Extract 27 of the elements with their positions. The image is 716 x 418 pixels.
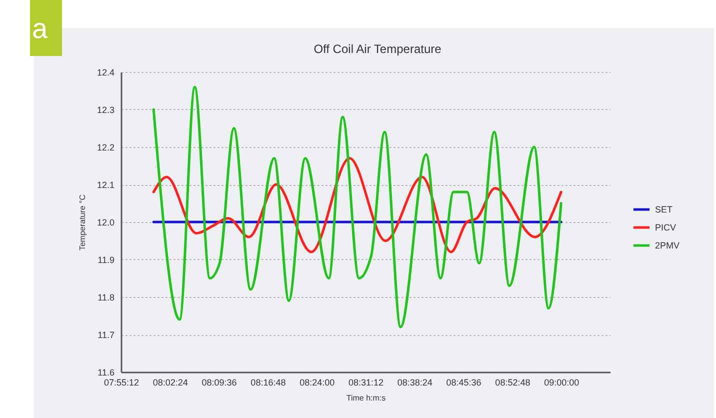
y-tick-label: 11.7 — [98, 330, 114, 340]
x-tick-label: 08:31:12 — [348, 378, 384, 388]
x-tick-label: 07:55:12 — [104, 378, 140, 388]
y-tick-label: 11.9 — [98, 255, 114, 265]
y-tick-label: 12.3 — [96, 105, 114, 115]
legend-label: SET — [655, 204, 674, 214]
y-tick-label: 12.4 — [96, 68, 114, 78]
x-tick-label: 08:45:36 — [446, 378, 482, 388]
x-tick-label: 09:00:00 — [544, 378, 580, 388]
line-series — [152, 86, 562, 328]
chart-title: Off Coil Air Temperature — [314, 42, 442, 56]
x-tick-label: 08:52:48 — [495, 378, 530, 388]
y-tick-label: 11.8 — [98, 292, 114, 302]
x-axis-title: Time h:m:s — [346, 394, 386, 402]
y-tick-label: 12.0 — [96, 218, 114, 228]
x-tick-label: 08:02:24 — [152, 378, 188, 388]
y-tick-label: 12.1 — [96, 180, 114, 190]
legend-label: PICV — [655, 222, 676, 232]
label-badge: a — [30, 0, 62, 56]
legend-label: 2PMV — [655, 240, 680, 250]
x-tick-label: 08:38:24 — [397, 378, 432, 388]
y-tick-label: 11.6 — [98, 368, 114, 378]
y-axis-title: Temperature °C — [78, 194, 87, 251]
x-tick-label: 08:24:00 — [300, 378, 335, 388]
x-tick-label: 08:16:48 — [250, 378, 286, 388]
x-tick-label: 08:09:36 — [202, 378, 237, 388]
y-tick-label: 12.2 — [96, 142, 114, 152]
